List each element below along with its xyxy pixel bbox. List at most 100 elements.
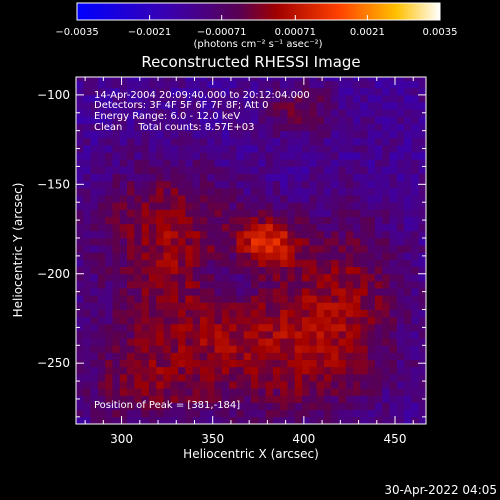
heatmap-cell	[199, 416, 208, 425]
heatmap-cell	[280, 273, 288, 282]
heatmap-cell	[316, 416, 325, 425]
heatmap-cell	[192, 409, 201, 418]
heatmap-cell	[127, 416, 135, 425]
heatmap-cell	[105, 230, 113, 239]
heatmap-cell	[302, 416, 310, 425]
heatmap-cell	[178, 109, 186, 117]
heatmap-cell	[134, 230, 143, 239]
heatmap-cell	[134, 130, 143, 139]
heatmap-cell	[404, 109, 412, 117]
heatmap-cell	[323, 94, 332, 103]
heatmap-cell	[316, 94, 325, 103]
heatmap-cell	[280, 216, 288, 225]
heatmap-cell	[396, 338, 405, 346]
heatmap-cell	[76, 302, 84, 310]
heatmap-cell	[302, 173, 310, 182]
heatmap-cell	[396, 173, 405, 182]
heatmap-cell	[112, 330, 121, 339]
heatmap-cell	[338, 159, 347, 167]
heatmap-cell	[331, 87, 339, 96]
heatmap-cell	[302, 302, 310, 310]
heatmap-cell	[360, 144, 369, 153]
heatmap-cell	[302, 388, 310, 396]
heatmap-cell	[272, 266, 281, 275]
heatmap-cell	[287, 116, 296, 124]
heatmap-cell	[374, 123, 383, 132]
heatmap-cell	[148, 195, 157, 203]
heatmap-cell	[353, 381, 361, 389]
heatmap-cell	[404, 280, 412, 289]
heatmap-cell	[229, 373, 237, 382]
heatmap-cell	[141, 109, 150, 117]
heatmap-cell	[221, 338, 230, 346]
heatmap-cell	[265, 109, 274, 117]
heatmap-cell	[251, 309, 259, 318]
heatmap-cell	[294, 323, 303, 332]
heatmap-cell	[214, 366, 223, 375]
heatmap-cell	[134, 381, 143, 389]
heatmap-cell	[251, 409, 259, 418]
heatmap-cell	[229, 237, 237, 246]
heatmap-cell	[192, 102, 201, 110]
heatmap-cell	[163, 338, 172, 346]
heatmap-cell	[127, 359, 135, 368]
heatmap-cell	[97, 295, 106, 303]
heatmap-cell	[221, 295, 230, 303]
heatmap-cell	[185, 116, 194, 124]
heatmap-cell	[97, 245, 106, 253]
heatmap-cell	[170, 395, 179, 403]
heatmap-cell	[280, 338, 288, 346]
heatmap-cell	[258, 388, 266, 396]
heatmap-cell	[360, 94, 369, 103]
heatmap-cell	[251, 216, 259, 225]
heatmap-cell	[389, 338, 398, 346]
heatmap-cell	[272, 80, 281, 89]
heatmap-cell	[272, 123, 281, 132]
heatmap-cell	[280, 159, 288, 167]
heatmap-cell	[251, 273, 259, 282]
heatmap-cell	[316, 316, 325, 325]
heatmap-cell	[251, 402, 259, 411]
heatmap-cell	[243, 338, 252, 346]
heatmap-cell	[265, 152, 274, 160]
heatmap-cell	[382, 216, 390, 225]
heatmap-cell	[192, 416, 201, 425]
heatmap-cell	[214, 195, 223, 203]
heatmap-cell	[323, 77, 332, 81]
heatmap-cell	[156, 230, 164, 239]
heatmap-cell	[396, 323, 405, 332]
heatmap-cell	[199, 309, 208, 318]
heatmap-cell	[156, 159, 164, 167]
heatmap-cell	[112, 366, 121, 375]
heatmap-cell	[338, 302, 347, 310]
heatmap-cell	[396, 223, 405, 232]
heatmap-cell	[353, 409, 361, 418]
heatmap-cell	[178, 202, 186, 210]
heatmap-cell	[229, 166, 237, 174]
heatmap-cell	[294, 252, 303, 260]
heatmap-cell	[411, 366, 420, 375]
heatmap-cell	[418, 345, 427, 353]
heatmap-cell	[170, 366, 179, 375]
heatmap-cell	[374, 259, 383, 267]
heatmap-cell	[170, 245, 179, 253]
heatmap-cell	[367, 144, 376, 153]
heatmap-cell	[404, 273, 412, 282]
heatmap-cell	[112, 309, 121, 318]
heatmap-cell	[367, 245, 376, 253]
heatmap-cell	[134, 180, 143, 189]
heatmap-cell	[251, 202, 259, 210]
heatmap-cell	[345, 187, 354, 196]
heatmap-cell	[207, 388, 215, 396]
heatmap-cell	[134, 388, 143, 396]
heatmap-cell	[316, 144, 325, 153]
heatmap-cell	[382, 345, 390, 353]
heatmap-cell	[404, 302, 412, 310]
heatmap-cell	[148, 202, 157, 210]
heatmap-cell	[236, 416, 245, 425]
heatmap-cell	[178, 237, 186, 246]
heatmap-cell	[272, 302, 281, 310]
heatmap-cell	[418, 416, 427, 425]
heatmap-cell	[83, 416, 91, 425]
heatmap-cell	[170, 402, 179, 411]
